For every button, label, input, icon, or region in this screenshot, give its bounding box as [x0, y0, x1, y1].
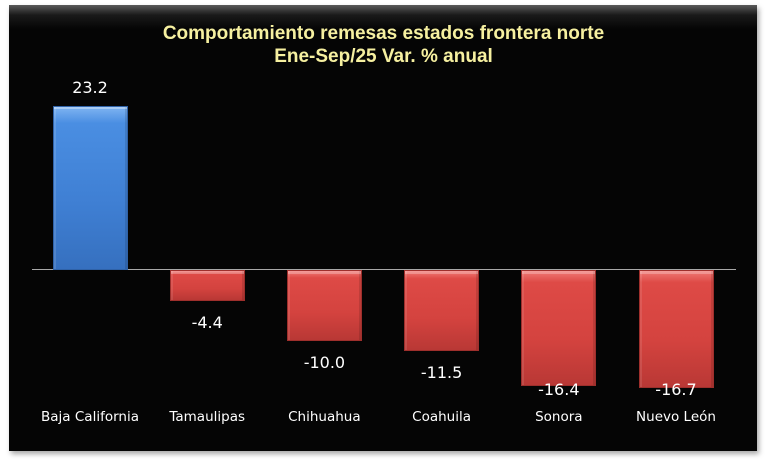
- value-label: -10.0: [303, 352, 346, 372]
- bar-coahuila: [404, 270, 480, 352]
- value-label: -4.4: [191, 313, 223, 333]
- bar-baja-california: [52, 105, 128, 270]
- bar-nuevo-leon: [638, 270, 714, 389]
- zero-axis-line: [32, 269, 736, 270]
- category-label: Sonora: [535, 409, 583, 425]
- value-label: 23.2: [72, 77, 108, 97]
- category-label: Tamaulipas: [169, 409, 246, 425]
- chart-title: Comportamiento remesas estados frontera …: [162, 23, 605, 44]
- chart-frame: [9, 5, 757, 451]
- bar-chihuahua: [286, 270, 362, 341]
- chart-title-block: Comportamiento remesas estados frontera …: [0, 22, 767, 68]
- category-label: Chihuahua: [288, 409, 361, 425]
- value-label: -16.7: [655, 380, 697, 399]
- category-label: Coahuila: [412, 409, 472, 425]
- category-label: Baja California: [41, 409, 139, 425]
- category-label: Nuevo León: [636, 409, 716, 425]
- bar-tamaulipas: [169, 270, 245, 302]
- bar-sonora: [521, 270, 597, 386]
- value-label: -11.5: [420, 363, 463, 383]
- chart-subtitle: Ene-Sep/25 Var. % anual: [274, 46, 493, 67]
- value-label: -16.4: [538, 380, 580, 399]
